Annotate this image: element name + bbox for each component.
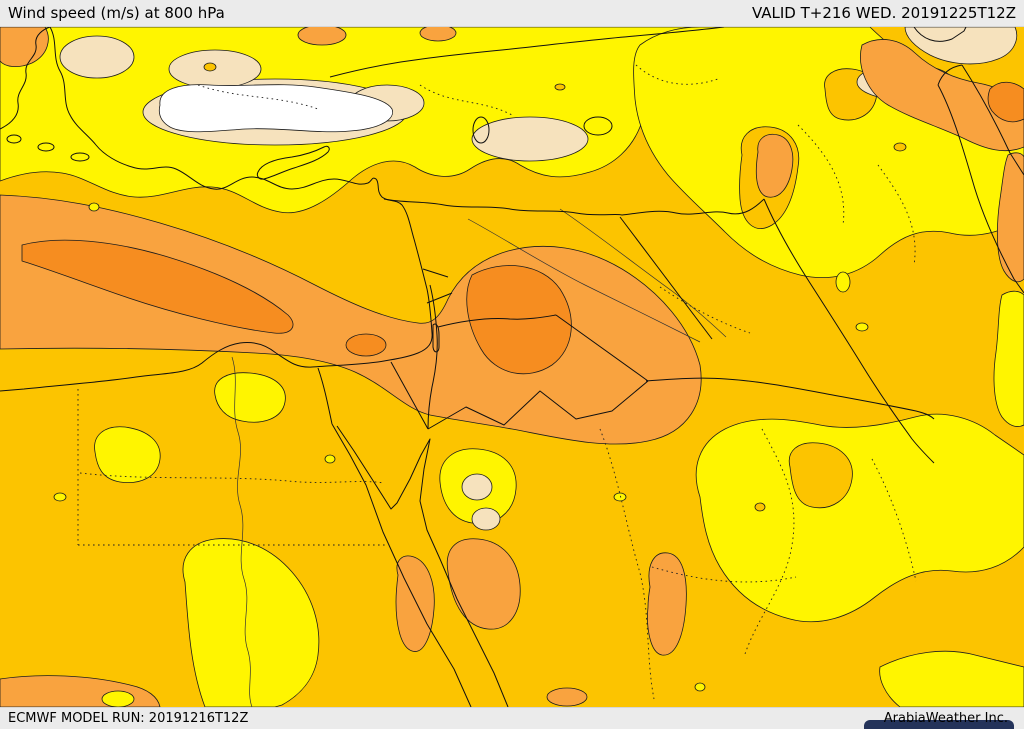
gulf-east-coastline xyxy=(961,64,1024,176)
admin-saudi-3 xyxy=(871,458,917,582)
orange-blob-red-sea-west xyxy=(395,555,435,652)
red-sea-west-coastline xyxy=(331,423,472,707)
admin-turkey-2 xyxy=(419,84,513,116)
river-layer xyxy=(231,208,727,707)
border-jordan-iraq xyxy=(555,314,649,382)
border-lebanon-2 xyxy=(426,292,453,304)
header-bar: Wind speed (m/s) at 800 hPa VALID T+216 … xyxy=(0,0,1024,27)
yellow-region-bottom-right xyxy=(879,650,1024,707)
wind-speed-map xyxy=(0,27,1024,707)
border-layer xyxy=(383,198,935,464)
orange-corner-northwest xyxy=(0,27,49,67)
brand-logo-bar xyxy=(864,720,1014,729)
aegean-coastline xyxy=(0,27,51,130)
border-jordan-saudi xyxy=(427,380,649,430)
dark-orange-spot-coast xyxy=(345,333,387,357)
aegean-island-3 xyxy=(70,152,90,162)
model-run-label: ECMWF MODEL RUN: 20191216T12Z xyxy=(8,711,249,726)
branding-text: ArabiaWeather Inc. xyxy=(883,711,1008,726)
gold-patch-in-southeast-yellow xyxy=(788,442,853,509)
admin-egypt-1 xyxy=(79,472,385,484)
gulf-west-coastline xyxy=(937,84,1024,294)
lake-van xyxy=(583,116,613,136)
cream-patch-n-2 xyxy=(471,116,589,162)
border-iran-iraq xyxy=(763,198,935,464)
cream-spot-aqaba-2 xyxy=(471,507,501,531)
contour-dot-group xyxy=(53,62,907,692)
orange-strip-east-edge xyxy=(996,152,1024,283)
aegean-island-1 xyxy=(6,134,22,144)
cream-spot-aqaba-1 xyxy=(461,473,493,501)
orange-spot-bottom-center xyxy=(546,687,588,707)
orange-core-east xyxy=(755,133,794,198)
coastline-layer xyxy=(0,27,1024,707)
admin-iraq-1 xyxy=(659,286,751,334)
black-sea-coastline xyxy=(329,27,725,78)
dark-orange-core-west xyxy=(21,239,294,334)
yellow-strip-east-edge xyxy=(993,290,1024,427)
contour-fill-layer xyxy=(0,27,1024,707)
orange-spot-top-2 xyxy=(419,27,457,42)
lake-tuz xyxy=(472,116,490,144)
orange-spot-top-1 xyxy=(297,27,347,46)
nile-river xyxy=(231,356,253,707)
border-syria-iraq xyxy=(619,216,713,340)
suez-canal xyxy=(317,367,333,425)
admin-turkey-1 xyxy=(197,84,319,110)
cream-patch-ne-corner xyxy=(904,27,1018,65)
border-israel-egypt xyxy=(390,361,429,430)
yellow-patch-nile-delta xyxy=(214,372,286,423)
cyprus-island xyxy=(256,145,330,180)
yellow-region-egypt-south xyxy=(182,538,320,707)
footer-bar: ECMWF MODEL RUN: 20191216T12Z ArabiaWeat… xyxy=(0,707,1024,729)
orange-band-west-and-levant xyxy=(0,194,702,445)
border-turkey-south xyxy=(383,198,765,216)
map-title: Wind speed (m/s) at 800 hPa xyxy=(8,4,225,22)
euphrates-river xyxy=(467,218,701,343)
admin-border-layer xyxy=(77,64,917,700)
border-iraq-saudi xyxy=(645,377,935,420)
cream-patch-nw-1 xyxy=(59,35,135,79)
border-israel-jordan xyxy=(427,284,438,430)
valid-time-label: VALID T+216 WED. 20191225T12Z xyxy=(751,4,1016,22)
border-jordan-syria xyxy=(437,314,557,328)
yellow-spot-on-southwest-strip xyxy=(101,690,135,707)
aegean-island-2 xyxy=(37,142,55,152)
dark-orange-core-levant xyxy=(466,265,572,375)
orange-blob-south-center xyxy=(647,552,687,656)
yellow-region-southeast xyxy=(695,413,1024,623)
border-lebanon-1 xyxy=(422,268,449,278)
gulf-head-coastline xyxy=(937,64,963,86)
dark-orange-corner-ne xyxy=(987,81,1024,123)
tigris-river xyxy=(559,208,727,338)
yellow-patch-egypt-west xyxy=(94,426,161,484)
admin-saudi-1 xyxy=(599,428,655,700)
white-region-lowest-wind xyxy=(158,84,393,133)
caspian-corner-coastline xyxy=(913,27,967,42)
red-sea-east-sinai-coastline xyxy=(336,425,509,707)
